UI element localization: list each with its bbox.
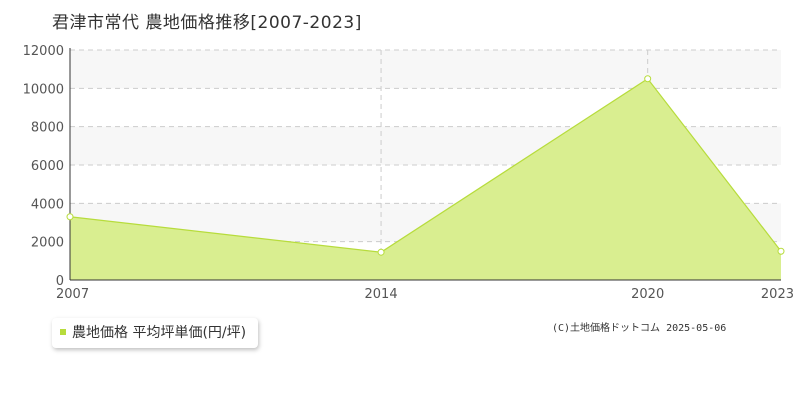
y-tick-label: 0 — [56, 274, 64, 289]
y-tick-label: 6000 — [31, 159, 64, 174]
series-area — [69, 77, 782, 280]
plot-band — [70, 50, 781, 89]
x-tick-label: 2007 — [56, 287, 89, 302]
axes — [69, 48, 781, 281]
y-tick-label: 4000 — [31, 197, 64, 212]
copyright-text: (C)土地価格ドットコム 2025-05-06 — [552, 323, 727, 334]
data-point — [66, 213, 74, 221]
y-tick-label: 10000 — [23, 82, 64, 97]
y-tick-labels: 0 2000 4000 6000 8000 10000 12000 — [23, 44, 64, 289]
x-tick-label: 2014 — [365, 287, 398, 302]
legend-label: 農地価格 平均坪単価(円/坪) — [72, 325, 247, 341]
legend: 農地価格 平均坪単価(円/坪) — [52, 318, 259, 348]
y-tick-label: 2000 — [31, 236, 64, 251]
x-tick-label: 2020 — [631, 287, 664, 302]
data-point — [644, 75, 652, 83]
x-tick-labels: 2007 2014 2020 2023 — [56, 287, 794, 302]
y-tick-label: 8000 — [31, 121, 64, 136]
series-line — [69, 77, 782, 253]
area-fill — [70, 78, 781, 280]
x-tick-label: 2023 — [761, 287, 794, 302]
chart-title: 君津市常代 農地価格推移[2007-2023] — [52, 13, 362, 33]
legend-swatch — [60, 329, 66, 335]
data-point — [777, 247, 785, 255]
y-tick-label: 12000 — [23, 44, 64, 59]
data-point — [377, 248, 385, 256]
data-points — [66, 75, 785, 256]
